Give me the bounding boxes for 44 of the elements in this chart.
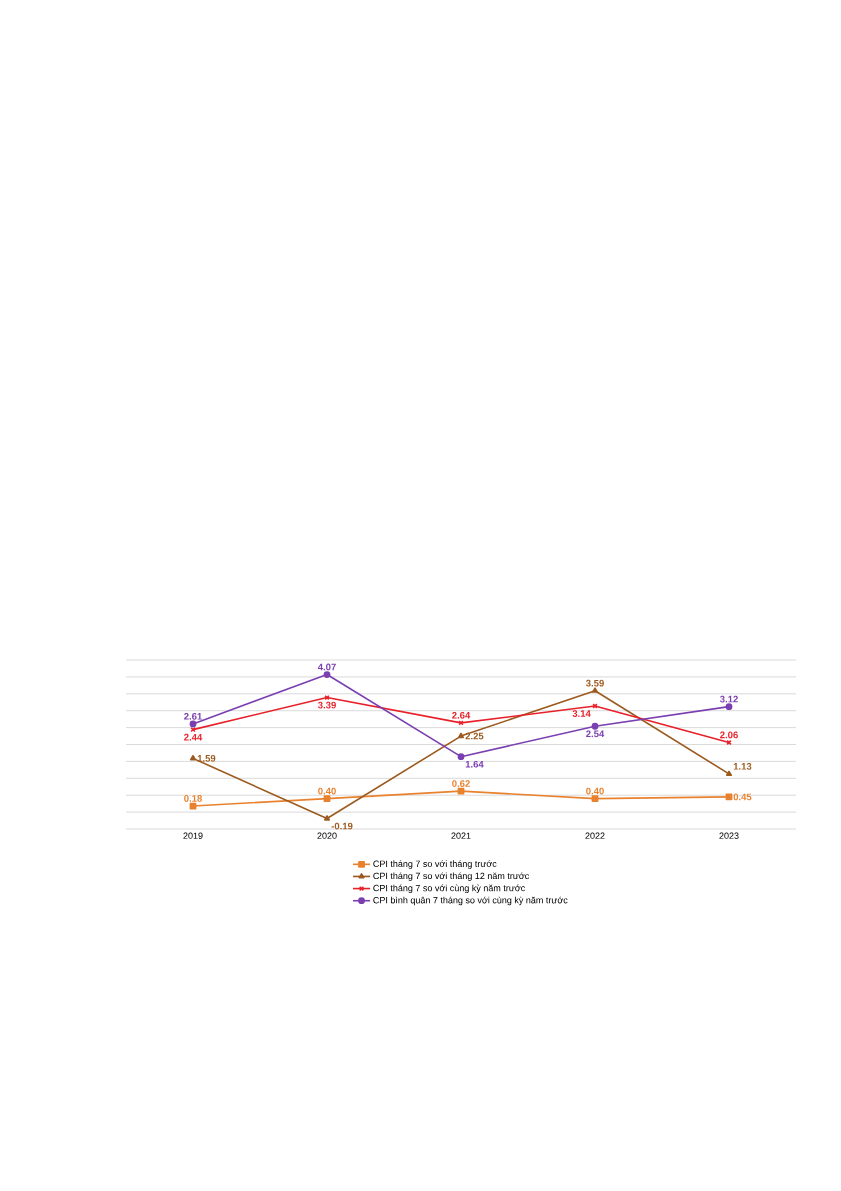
- point: [591, 722, 599, 730]
- data-label: 0.45: [733, 793, 752, 801]
- data-label: 2.61: [184, 712, 202, 720]
- legend-label: CPI bình quân 7 tháng so với cùng kỳ năm trước: [373, 896, 568, 906]
- x-tick-label: 2021: [451, 832, 471, 839]
- point: [725, 703, 733, 711]
- data-label: 3.59: [585, 679, 604, 687]
- point: [725, 770, 733, 777]
- x-tick-label: 2023: [719, 832, 739, 839]
- point: [323, 815, 331, 821]
- data-label: 3.14: [572, 710, 591, 717]
- point: [457, 732, 465, 739]
- x-tick-label: 2022: [585, 832, 605, 839]
- legend-label: CPI tháng 7 so với tháng trước: [373, 860, 497, 869]
- data-label: 0.40: [586, 787, 604, 795]
- legend-label: CPI tháng 7 so với cùng kỳ năm trước: [373, 884, 526, 894]
- data-label: 3.12: [719, 695, 738, 703]
- point: [189, 754, 197, 761]
- point: [323, 795, 331, 802]
- data-label: 1.13: [733, 762, 752, 770]
- data-label: 1.59: [197, 755, 216, 762]
- point: [457, 787, 465, 795]
- data-label: 2.06: [720, 731, 738, 739]
- data-label: 3.39: [317, 701, 336, 709]
- point: [591, 687, 599, 693]
- data-label: 4.07: [317, 663, 336, 671]
- point: [591, 795, 599, 802]
- point: [189, 720, 197, 728]
- data-label: 0.40: [318, 787, 336, 795]
- data-label: 2.64: [452, 711, 471, 719]
- data-label: -0.19: [331, 822, 353, 830]
- data-label: 0.18: [184, 795, 202, 802]
- data-label: 2.44: [184, 733, 203, 741]
- legend-label: CPI tháng 7 so với tháng 12 năm trước: [373, 872, 530, 881]
- point: [458, 720, 464, 726]
- x-tick-label: 2020: [317, 832, 337, 839]
- data-label: 0.62: [452, 780, 470, 787]
- data-label: 2.25: [465, 732, 484, 740]
- data-label: 2.54: [586, 730, 605, 738]
- point: [457, 753, 465, 761]
- x-tick-label: 2019: [183, 832, 203, 839]
- point: [323, 671, 331, 678]
- data-label: 1.64: [465, 760, 484, 768]
- point: [592, 703, 598, 709]
